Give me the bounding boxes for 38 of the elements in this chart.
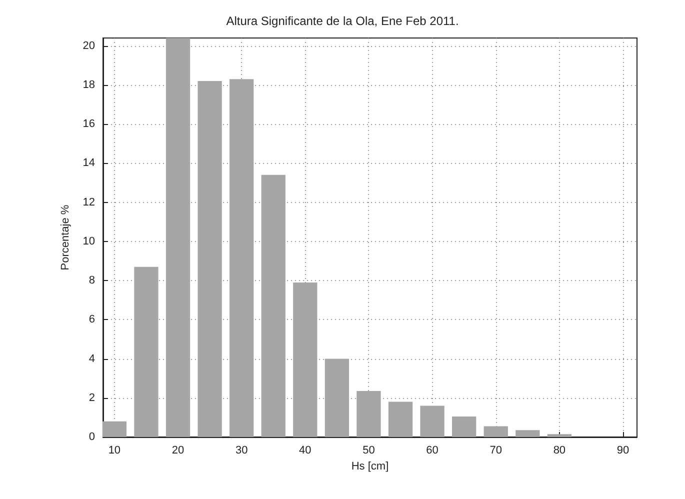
- chart-title: Altura Significante de la Ola, Ene Feb 2011.: [226, 14, 459, 28]
- y-tick-label: 12: [82, 196, 95, 208]
- bar: [356, 391, 381, 437]
- y-tick-label: 20: [82, 40, 95, 52]
- bar: [261, 174, 286, 437]
- bar: [547, 434, 572, 437]
- bar: [166, 38, 190, 437]
- x-tick-label: 30: [235, 444, 248, 456]
- x-tick-label: 50: [362, 444, 375, 456]
- x-tick-label: 20: [172, 444, 184, 456]
- y-tick-label: 18: [82, 78, 95, 91]
- y-tick-label: 10: [82, 235, 95, 248]
- x-tick-label: 10: [108, 444, 121, 456]
- bar: [388, 402, 413, 437]
- y-tick-label: 14: [82, 157, 95, 170]
- bar: [484, 426, 508, 437]
- bar: [134, 266, 158, 437]
- x-tick-label: 70: [490, 444, 502, 456]
- bar: [293, 282, 318, 437]
- x-tick-label: 90: [616, 444, 630, 456]
- y-tick-label: 4: [88, 352, 95, 365]
- y-tick-label: 16: [82, 118, 95, 130]
- bar: [420, 406, 444, 437]
- bar: [452, 416, 476, 437]
- bar: [102, 421, 127, 437]
- bar: [198, 81, 222, 437]
- bar: [324, 358, 350, 437]
- x-tick-label: 40: [299, 444, 312, 456]
- y-tick-label: 6: [88, 314, 95, 326]
- x-tick-label: 80: [553, 444, 566, 456]
- y-axis-title: Porcentaje %: [60, 204, 72, 270]
- bar: [230, 79, 254, 437]
- bar: [516, 430, 540, 437]
- y-tick-label: 2: [88, 392, 95, 404]
- x-axis-title: Hs [cm]: [351, 460, 389, 472]
- x-tick-label: 60: [426, 444, 438, 456]
- y-tick-label: 8: [88, 274, 95, 287]
- y-tick-label: 0: [88, 431, 95, 443]
